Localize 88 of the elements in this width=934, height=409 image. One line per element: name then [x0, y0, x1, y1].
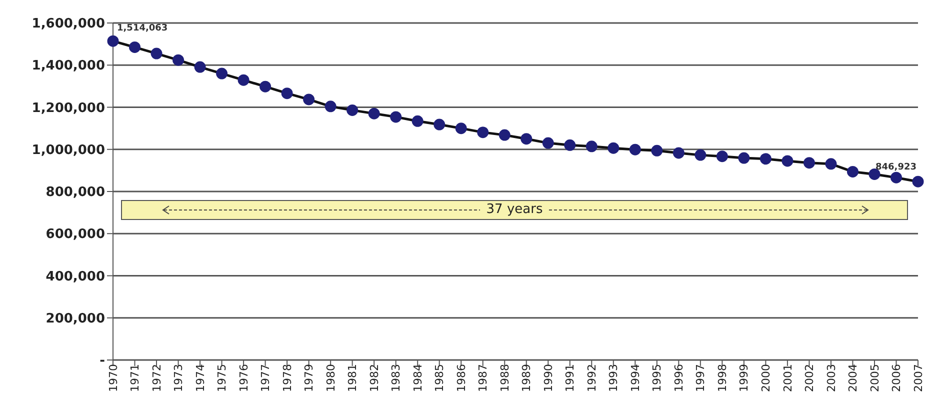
x-tick-label: 1983 — [390, 364, 403, 392]
x-tick-label: 2003 — [824, 364, 838, 392]
point — [608, 142, 620, 154]
point — [477, 126, 489, 138]
point — [498, 129, 510, 141]
point — [890, 172, 902, 184]
point — [368, 108, 380, 120]
x-tick-label: 1978 — [280, 364, 294, 392]
span-box: 37 years — [121, 200, 908, 220]
x-tick-label: 2006 — [890, 364, 904, 392]
y-tick-label: 1,400,000 — [32, 58, 105, 74]
x-tick-label: 1994 — [628, 364, 642, 392]
y-tick-label: 200,000 — [46, 311, 105, 326]
point — [216, 68, 228, 80]
point — [564, 139, 576, 151]
point — [455, 122, 467, 134]
point — [520, 133, 532, 145]
point — [194, 61, 206, 73]
point — [434, 118, 446, 130]
annotation: 1,514,063 — [117, 23, 168, 34]
point — [260, 80, 272, 92]
point — [629, 144, 641, 156]
point — [738, 152, 750, 164]
point — [281, 88, 293, 100]
y-tick-label: 600,000 — [46, 227, 105, 242]
point — [129, 41, 141, 53]
x-tick-label: 1972 — [150, 364, 164, 392]
point — [390, 111, 402, 123]
x-tick-label: 1986 — [454, 364, 468, 392]
point — [542, 137, 554, 149]
x-tick-label: 1992 — [585, 364, 598, 392]
x-tick-label: 2000 — [760, 364, 773, 392]
x-tick-label: 1981 — [346, 364, 360, 392]
x-tick-label: 1995 — [650, 364, 664, 392]
point — [412, 115, 424, 127]
y-tick-label: 1,000,000 — [32, 142, 105, 158]
x-tick-label: 1976 — [237, 364, 250, 392]
point — [346, 104, 358, 116]
point — [846, 166, 858, 178]
x-tick-label: 1975 — [216, 364, 229, 392]
x-tick-label: 1988 — [498, 364, 512, 392]
point — [238, 74, 250, 86]
point — [586, 140, 598, 152]
point — [672, 147, 684, 159]
x-tick-label: 1991 — [564, 364, 577, 392]
y-tick-label: - — [100, 354, 105, 369]
y-tick-label: 1,600,000 — [32, 16, 105, 32]
x-tick-label: 2007 — [912, 364, 925, 392]
point — [760, 153, 772, 165]
point — [107, 35, 119, 47]
x-tick-label: 1971 — [128, 364, 142, 392]
annotation: 846,923 — [876, 162, 916, 173]
x-tick-label: 1980 — [324, 364, 338, 392]
x-tick-label: 1974 — [194, 364, 207, 392]
x-tick-label: 1977 — [259, 364, 272, 392]
point — [172, 54, 184, 66]
x-tick-label: 1984 — [411, 364, 424, 392]
x-tick-label: 1989 — [520, 364, 534, 392]
x-tick-label: 1970 — [106, 364, 120, 392]
point — [150, 48, 162, 60]
x-tick-label: 1993 — [607, 364, 620, 392]
point — [912, 176, 924, 188]
y-tick-label: 400,000 — [46, 269, 105, 284]
point — [651, 144, 663, 156]
x-tick-label: 1979 — [302, 364, 316, 392]
x-tick-label: 1998 — [716, 364, 729, 392]
annotation: 37 years — [486, 202, 543, 218]
y-tick-label: 800,000 — [46, 185, 105, 200]
point — [694, 149, 706, 161]
x-tick-label: 1987 — [476, 364, 490, 392]
x-tick-label: 2005 — [868, 364, 882, 392]
x-tick-label: 2004 — [846, 364, 860, 392]
x-tick-label: 1985 — [433, 364, 446, 392]
point — [782, 155, 794, 167]
x-tick-label: 1990 — [542, 364, 555, 392]
x-tick-label: 1996 — [672, 364, 686, 392]
point — [825, 158, 837, 170]
x-tick-label: 2001 — [781, 364, 794, 392]
point — [803, 157, 815, 169]
x-tick-label: 1973 — [172, 364, 186, 392]
point — [716, 150, 728, 162]
point — [303, 94, 315, 106]
x-tick-label: 1997 — [694, 364, 708, 392]
point — [324, 100, 336, 112]
x-tick-label: 2002 — [803, 364, 816, 392]
x-tick-label: 1999 — [738, 364, 751, 392]
y-tick-label: 1,200,000 — [32, 100, 105, 116]
x-tick-label: 1982 — [368, 364, 381, 392]
